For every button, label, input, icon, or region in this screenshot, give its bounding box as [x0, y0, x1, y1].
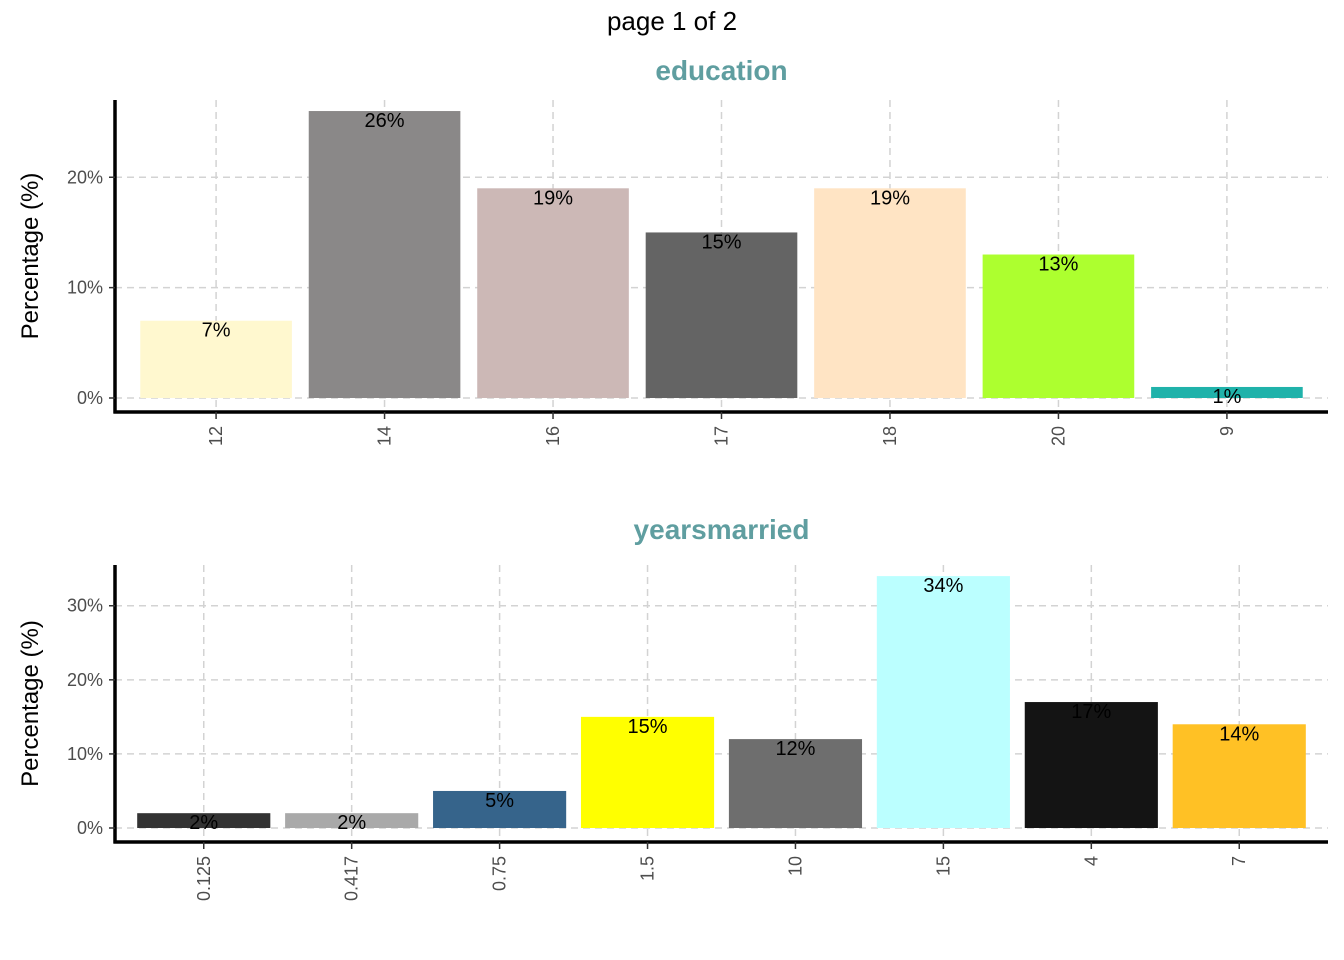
bar-0.125 [137, 813, 271, 828]
x-tick-label: 18 [880, 426, 900, 446]
x-tick-label: 0.125 [194, 856, 214, 901]
chart-panel-education: education 7% 26% 19% 15% 19% 13% 1% 0% 10% 20% 12 14… [17, 55, 1328, 446]
x-tick-label: 9 [1217, 426, 1237, 436]
x-tick-label: 0.417 [342, 856, 362, 901]
y-tick-label: 0% [77, 388, 103, 408]
bar-1.5 [580, 716, 715, 828]
x-tick-label: 15 [933, 856, 953, 876]
data-label: 34% [923, 575, 963, 597]
chart-title: education [655, 55, 787, 86]
data-label: 15% [701, 231, 741, 253]
data-label: 13% [1038, 254, 1078, 276]
y-tick-label: 0% [77, 818, 103, 838]
y-tick-label: 20% [67, 167, 103, 187]
bar-20 [982, 254, 1135, 398]
y-tick-label: 10% [67, 744, 103, 764]
bar-0.417 [285, 813, 419, 828]
x-tick-label: 20 [1048, 426, 1068, 446]
x-tick-label: 10 [785, 856, 805, 876]
bar-16 [477, 188, 629, 398]
bar-17 [645, 232, 798, 398]
y-tick-label: 30% [67, 596, 103, 616]
data-label: 14% [1219, 723, 1259, 745]
bar-14 [308, 111, 461, 398]
y-tick-label: 20% [67, 670, 103, 690]
page-label: page 1 of 2 [606, 6, 738, 36]
bar-12 [140, 320, 292, 398]
data-label: 15% [628, 716, 668, 738]
data-label: 7% [202, 320, 231, 342]
data-label: 12% [775, 738, 815, 760]
data-label: 2% [337, 812, 366, 834]
chart-title: yearsmarried [634, 514, 810, 545]
x-tick-label: 12 [206, 426, 226, 446]
bar-18 [814, 188, 966, 398]
bar-7 [1172, 724, 1306, 828]
x-tick-label: 7 [1229, 856, 1249, 866]
bar-10 [728, 739, 863, 828]
x-tick-label: 17 [712, 426, 732, 446]
data-label: 19% [533, 187, 573, 209]
y-axis-label: Percentage (%) [17, 173, 44, 340]
bar-0.75 [433, 790, 567, 828]
data-label: 1% [1212, 386, 1241, 408]
data-label: 17% [1071, 701, 1111, 723]
x-tick-label: 16 [543, 426, 563, 446]
data-label: 19% [870, 187, 910, 209]
x-tick-label: 1.5 [638, 856, 658, 881]
x-tick-label: 4 [1081, 856, 1101, 866]
data-label: 26% [365, 110, 405, 132]
x-tick-label: 0.75 [490, 856, 510, 891]
data-label: 2% [189, 812, 218, 834]
data-label: 5% [485, 790, 514, 812]
bar-4 [1024, 702, 1158, 828]
x-tick-label: 14 [375, 426, 395, 446]
y-tick-label: 10% [67, 278, 103, 298]
chart-panel-yearsmarried: yearsmarried 2% 2% 5% 15% 12% 34% 17% 14% 0% 10% 20… [17, 514, 1328, 901]
bar-9 [1151, 386, 1303, 398]
y-axis-label: Percentage (%) [17, 620, 44, 787]
bar-15 [876, 576, 1010, 828]
